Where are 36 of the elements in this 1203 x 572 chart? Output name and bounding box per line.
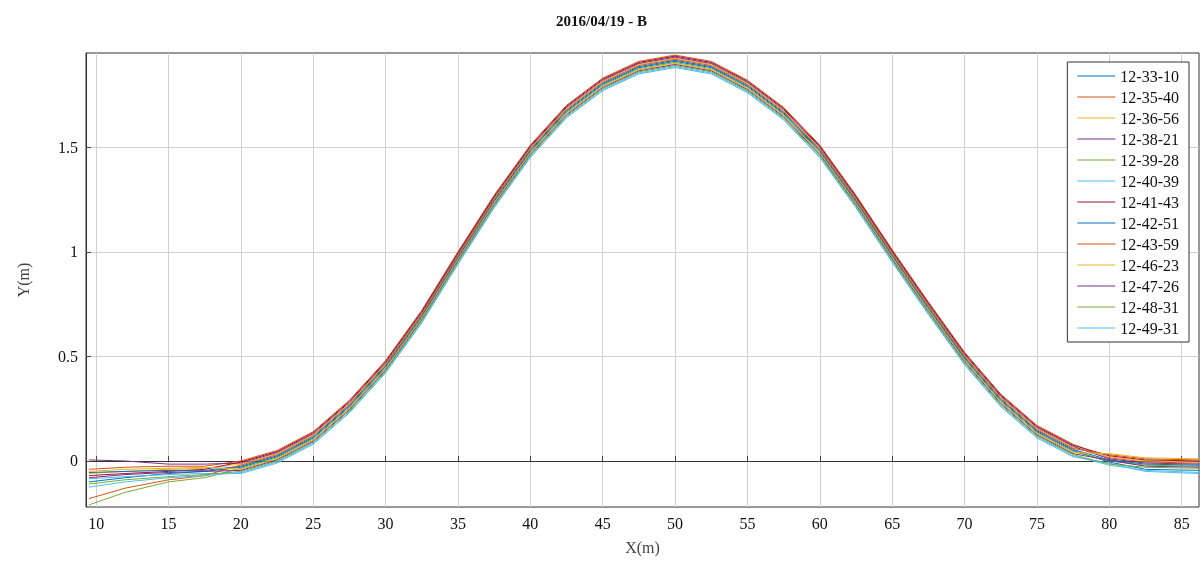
- y-tick-label: 0.5: [58, 347, 78, 365]
- x-tick-label: 60: [811, 514, 828, 532]
- legend-label: 12-41-43: [1120, 193, 1179, 211]
- legend-label: 12-39-28: [1120, 151, 1179, 169]
- y-tick-label: 0: [70, 452, 78, 470]
- x-tick-label: 30: [377, 514, 394, 532]
- x-tick-label: 40: [522, 514, 539, 532]
- legend-label: 12-40-39: [1120, 172, 1179, 190]
- x-tick-label: 75: [1028, 514, 1045, 532]
- x-tick-label: 10: [88, 514, 105, 532]
- x-tick-label: 80: [1101, 514, 1118, 532]
- legend-label: 12-35-40: [1120, 88, 1179, 106]
- y-tick-label: 1: [70, 243, 78, 261]
- x-axis-title: X(m): [625, 538, 660, 557]
- x-tick-label: 35: [449, 514, 466, 532]
- x-tick-label: 85: [1173, 514, 1190, 532]
- legend-label: 12-43-59: [1120, 235, 1179, 253]
- legend-label: 12-49-31: [1120, 319, 1179, 337]
- legend-label: 12-47-26: [1120, 277, 1179, 295]
- x-tick-label: 55: [739, 514, 756, 532]
- y-axis-title: Y(m): [14, 262, 33, 298]
- legend-label: 12-36-56: [1120, 109, 1179, 127]
- y-tick-label: 1.5: [58, 138, 78, 156]
- x-tick-label: 25: [305, 514, 322, 532]
- legend-label: 12-33-10: [1120, 67, 1179, 85]
- x-tick-label: 65: [884, 514, 901, 532]
- x-tick-label: 15: [160, 514, 177, 532]
- legend-label: 12-46-23: [1120, 256, 1179, 274]
- x-tick-label: 20: [232, 514, 249, 532]
- chart-title: 2016/04/19 - B: [556, 12, 647, 29]
- x-tick-label: 50: [667, 514, 684, 532]
- legend-label: 12-48-31: [1120, 298, 1179, 316]
- legend-label: 12-42-51: [1120, 214, 1179, 232]
- x-tick-label: 70: [956, 514, 973, 532]
- x-tick-label: 45: [594, 514, 611, 532]
- legend-label: 12-38-21: [1120, 130, 1179, 148]
